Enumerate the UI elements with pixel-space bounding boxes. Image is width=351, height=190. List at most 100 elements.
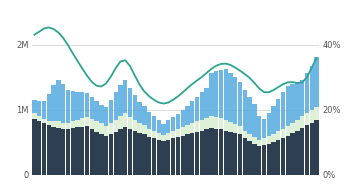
- Bar: [80, 92, 85, 118]
- Bar: [104, 136, 108, 175]
- Bar: [66, 129, 70, 175]
- Bar: [161, 135, 166, 141]
- Bar: [114, 92, 118, 120]
- Bar: [195, 132, 199, 175]
- Bar: [133, 95, 137, 120]
- Bar: [204, 118, 209, 129]
- Bar: [271, 134, 276, 142]
- Bar: [171, 117, 175, 131]
- Bar: [104, 126, 108, 136]
- Bar: [262, 119, 266, 138]
- Bar: [229, 73, 233, 122]
- Bar: [32, 119, 37, 175]
- Bar: [266, 136, 271, 144]
- Bar: [300, 80, 304, 116]
- Bar: [94, 101, 99, 121]
- Bar: [114, 120, 118, 132]
- Bar: [37, 121, 41, 175]
- Bar: [47, 94, 51, 121]
- Bar: [90, 129, 94, 175]
- Bar: [291, 123, 295, 133]
- Bar: [295, 131, 299, 175]
- Bar: [185, 106, 190, 125]
- Bar: [104, 107, 108, 126]
- Bar: [243, 138, 247, 175]
- Bar: [99, 105, 104, 124]
- Bar: [85, 93, 89, 117]
- Bar: [291, 133, 295, 175]
- Bar: [147, 112, 151, 129]
- Bar: [147, 129, 151, 137]
- Bar: [133, 120, 137, 131]
- Bar: [99, 134, 104, 175]
- Bar: [152, 131, 156, 138]
- Bar: [37, 116, 41, 121]
- Bar: [61, 129, 65, 175]
- Bar: [138, 102, 142, 124]
- Bar: [238, 82, 242, 126]
- Bar: [271, 106, 276, 134]
- Bar: [190, 101, 194, 124]
- Bar: [52, 127, 56, 175]
- Bar: [247, 134, 252, 141]
- Bar: [214, 129, 218, 175]
- Bar: [204, 129, 209, 175]
- Bar: [71, 128, 75, 175]
- Bar: [85, 126, 89, 175]
- Bar: [152, 138, 156, 175]
- Bar: [180, 127, 185, 136]
- Bar: [114, 132, 118, 175]
- Bar: [295, 120, 299, 131]
- Bar: [75, 92, 80, 120]
- Bar: [310, 123, 314, 175]
- Bar: [80, 118, 85, 127]
- Bar: [56, 128, 60, 175]
- Bar: [247, 97, 252, 134]
- Bar: [262, 138, 266, 145]
- Bar: [142, 125, 147, 135]
- Bar: [61, 84, 65, 123]
- Bar: [128, 117, 132, 129]
- Bar: [276, 140, 280, 175]
- Bar: [238, 135, 242, 175]
- Bar: [190, 124, 194, 133]
- Bar: [42, 124, 46, 175]
- Bar: [161, 141, 166, 175]
- Bar: [252, 104, 257, 137]
- Bar: [305, 113, 309, 125]
- Bar: [262, 145, 266, 175]
- Bar: [209, 128, 213, 175]
- Bar: [310, 110, 314, 123]
- Bar: [281, 92, 285, 129]
- Bar: [166, 120, 171, 133]
- Bar: [233, 133, 237, 175]
- Bar: [243, 131, 247, 138]
- Bar: [200, 120, 204, 131]
- Bar: [52, 85, 56, 121]
- Bar: [257, 116, 261, 140]
- Bar: [219, 70, 223, 118]
- Bar: [305, 125, 309, 175]
- Bar: [166, 140, 171, 175]
- Bar: [247, 141, 252, 175]
- Bar: [233, 77, 237, 124]
- Bar: [118, 116, 122, 129]
- Bar: [161, 124, 166, 135]
- Bar: [233, 124, 237, 133]
- Bar: [271, 142, 276, 175]
- Bar: [195, 121, 199, 132]
- Bar: [123, 80, 127, 113]
- Bar: [166, 133, 171, 140]
- Bar: [85, 117, 89, 126]
- Bar: [281, 129, 285, 138]
- Bar: [56, 81, 60, 121]
- Bar: [71, 91, 75, 121]
- Bar: [204, 88, 209, 118]
- Bar: [300, 116, 304, 128]
- Bar: [266, 144, 271, 175]
- Bar: [157, 133, 161, 140]
- Bar: [138, 124, 142, 133]
- Bar: [300, 128, 304, 175]
- Bar: [257, 140, 261, 146]
- Bar: [142, 106, 147, 125]
